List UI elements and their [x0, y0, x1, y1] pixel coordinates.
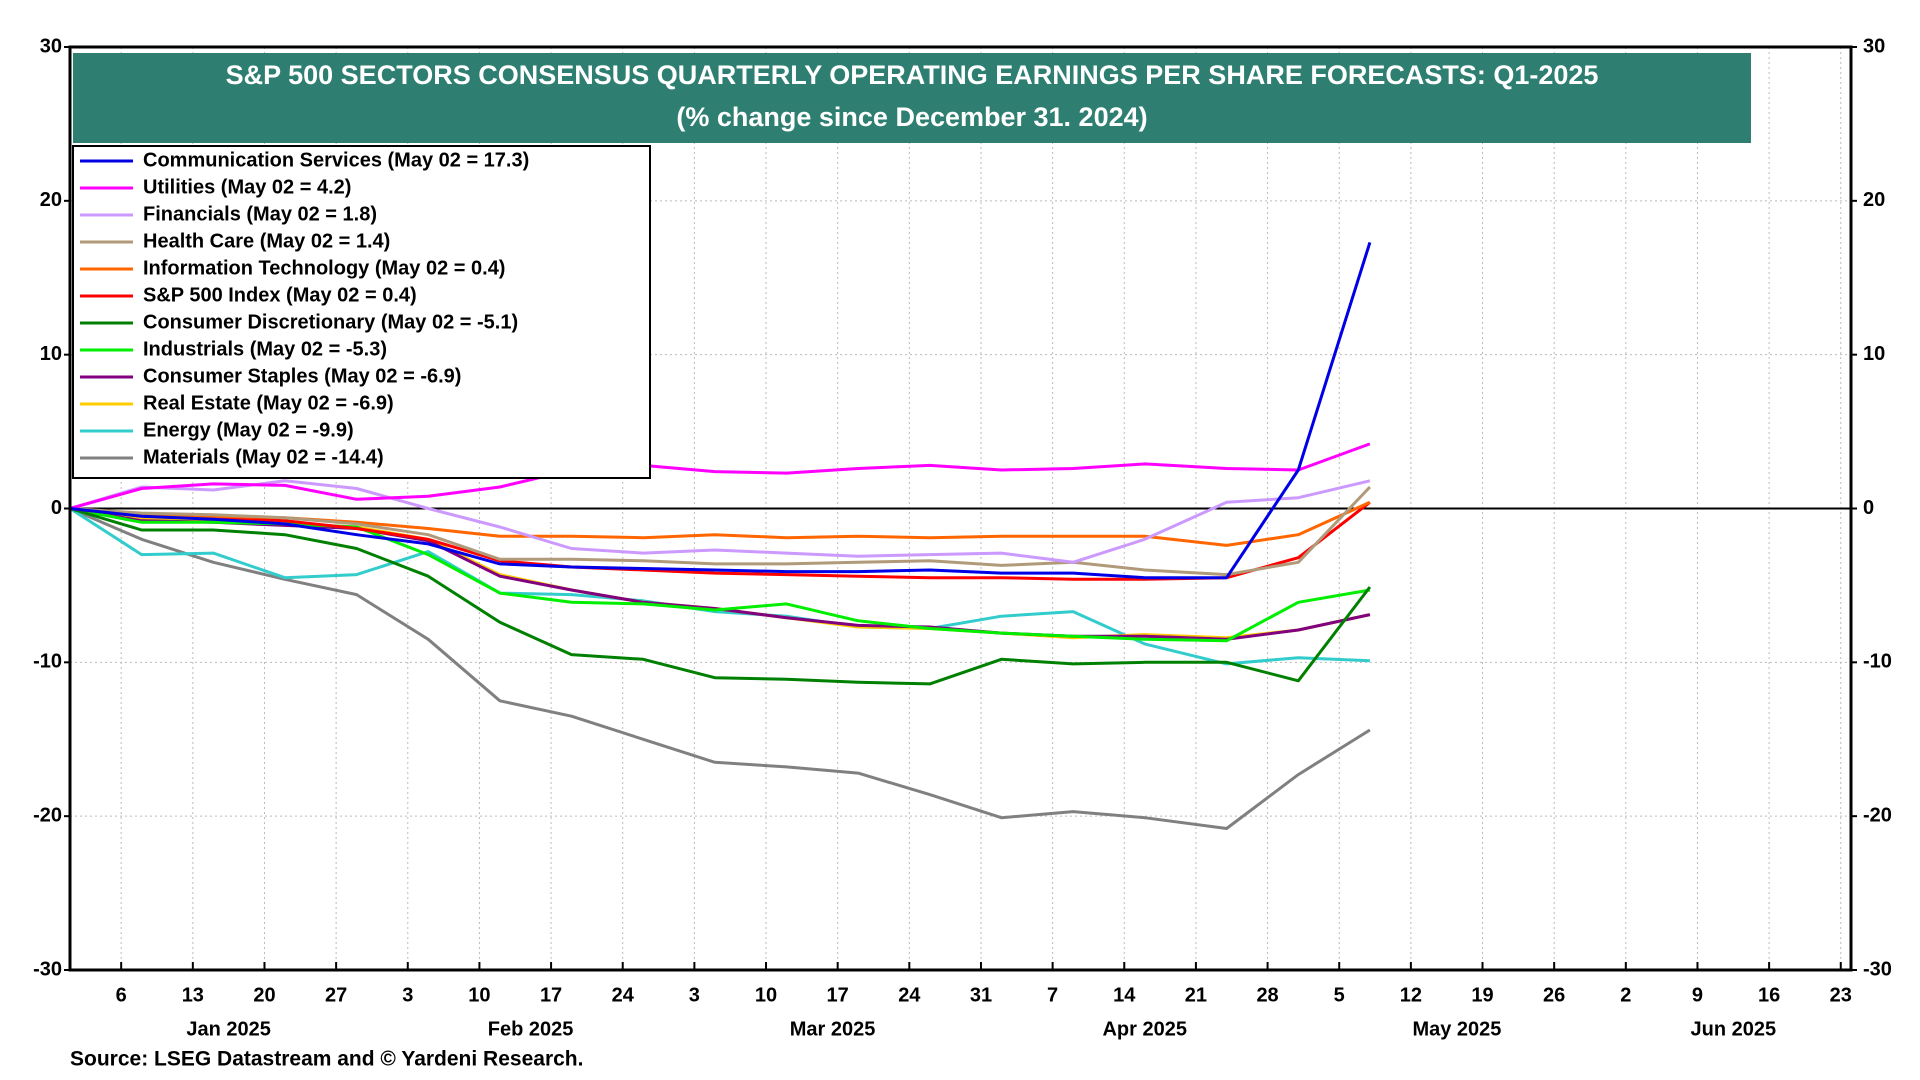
y-tick-label: 30 [40, 35, 62, 57]
x-tick-label: 24 [612, 984, 635, 1006]
legend-label: Real Estate (May 02 = -6.9) [143, 392, 394, 414]
y-tick-label: 10 [40, 343, 62, 365]
x-tick-label: 6 [116, 984, 127, 1006]
y-tick-label: -20 [33, 804, 62, 826]
y-tick-label: -30 [33, 958, 62, 980]
legend-label: Health Care (May 02 = 1.4) [143, 230, 390, 252]
y2-tick-label: 0 [1863, 497, 1874, 519]
x-tick-label: 2 [1620, 984, 1631, 1006]
x-tick-label: 10 [755, 984, 777, 1006]
x-month-label: Apr 2025 [1102, 1018, 1187, 1040]
series-line [69, 501, 1371, 581]
x-month-label: Mar 2025 [790, 1018, 876, 1040]
x-tick-label: 7 [1047, 984, 1058, 1006]
x-tick-label: 19 [1471, 984, 1493, 1006]
legend-label: Materials (May 02 = -14.4) [143, 446, 384, 468]
x-tick-label: 9 [1692, 984, 1703, 1006]
x-tick-label: 23 [1830, 984, 1852, 1006]
legend-label: Financials (May 02 = 1.8) [143, 203, 377, 225]
title-box [73, 53, 1751, 143]
y-tick-label: 20 [40, 189, 62, 211]
y2-tick-label: -30 [1863, 958, 1892, 980]
y2-tick-label: 20 [1863, 189, 1885, 211]
x-month-label: May 2025 [1412, 1018, 1501, 1040]
legend-label: Energy (May 02 = -9.9) [143, 419, 354, 441]
x-month-label: Feb 2025 [488, 1018, 574, 1040]
x-tick-label: 20 [253, 984, 275, 1006]
y-tick-label: -10 [33, 651, 62, 673]
x-tick-label: 10 [468, 984, 490, 1006]
legend-box [72, 145, 651, 479]
lines [69, 241, 1851, 830]
legend-label: Information Technology (May 02 = 0.4) [143, 257, 505, 279]
series-line [69, 507, 1371, 830]
legend-label: Communication Services (May 02 = 17.3) [143, 149, 529, 171]
x-tick-label: 12 [1400, 984, 1422, 1006]
y2-tick-label: 30 [1863, 35, 1885, 57]
x-tick-label: 21 [1185, 984, 1207, 1006]
x-tick-label: 27 [325, 984, 347, 1006]
series-line [69, 485, 1371, 577]
x-tick-label: 5 [1334, 984, 1345, 1006]
x-tick-label: 3 [689, 984, 700, 1006]
x-tick-label: 17 [540, 984, 562, 1006]
legend-label: Consumer Staples (May 02 = -6.9) [143, 365, 461, 387]
legend: Communication Services (May 02 = 17.3) Ut… [143, 149, 529, 468]
x-tick-label: 13 [182, 984, 204, 1006]
series-line [69, 479, 1371, 564]
legend-label: Utilities (May 02 = 4.2) [143, 176, 351, 198]
y2-tick-label: -10 [1863, 651, 1892, 673]
legend-label: S&P 500 Index (May 02 = 0.4) [143, 284, 417, 306]
x-tick-label: 28 [1256, 984, 1278, 1006]
x-month-label: Jun 2025 [1690, 1018, 1776, 1040]
source: Source: LSEG Datastream and © Yardeni Re… [70, 1048, 583, 1071]
series-line [69, 507, 1372, 686]
x-tick-label: 17 [827, 984, 849, 1006]
x-month-label: Jan 2025 [186, 1018, 271, 1040]
y2-tick-label: -20 [1863, 804, 1892, 826]
series-line [69, 442, 1371, 510]
legend-label: Industrials (May 02 = -5.3) [143, 338, 387, 360]
chart-subtitle: (% change since December 31. 2024) [676, 102, 1147, 132]
legend-label: Consumer Discretionary (May 02 = -5.1) [143, 311, 518, 333]
chart-title: S&P 500 SECTORS CONSENSUS QUARTERLY OPER… [226, 60, 1599, 90]
x-tick-label: 3 [402, 984, 413, 1006]
x-tick-label: 31 [970, 984, 992, 1006]
x-tick-label: 24 [898, 984, 921, 1006]
x-tick-label: 26 [1543, 984, 1565, 1006]
y2-tick-label: 10 [1863, 343, 1885, 365]
series-line [69, 241, 1372, 580]
y-tick-label: 0 [51, 497, 62, 519]
x-tick-label: 16 [1758, 984, 1780, 1006]
x-tick-label: 14 [1113, 984, 1136, 1006]
series-line [69, 507, 1370, 666]
